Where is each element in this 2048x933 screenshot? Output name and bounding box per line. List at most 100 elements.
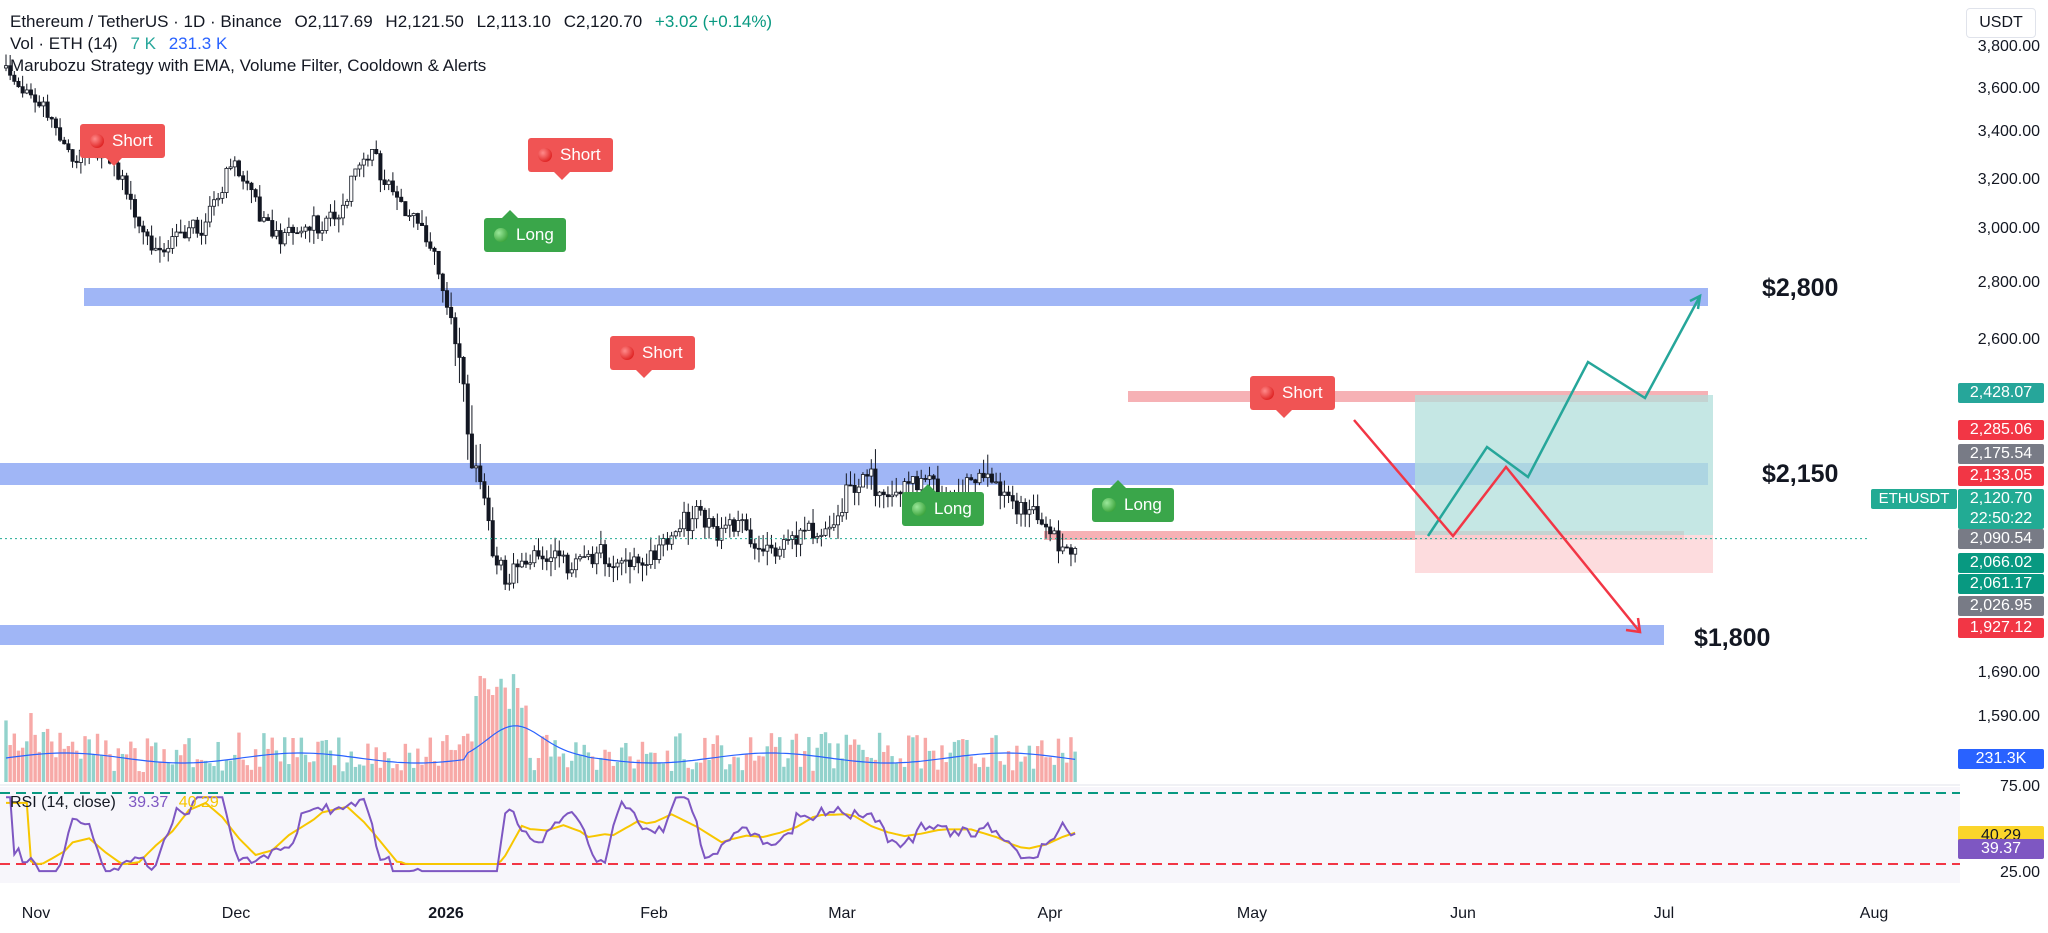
current-price-tag: 2,120.70 22:50:22 [1958,489,2044,529]
candle-body [794,535,799,545]
volume-bar [1060,752,1065,782]
time-axis-label: Feb [640,905,668,922]
volume-bar [919,768,923,782]
volume-bar [977,767,982,782]
candle-body [590,553,595,565]
candle-body [465,383,470,435]
candle-body [910,476,915,484]
volume-bar [428,737,433,782]
candle-body [673,531,678,537]
volume-bar [653,752,657,782]
volume-bar [719,745,724,782]
volume-bar [969,756,973,782]
candle-body [840,512,845,517]
volume-bar [511,674,516,782]
candle-body [166,247,171,253]
candle-body [998,481,1003,496]
candle-body [603,544,608,565]
candle-body [969,477,974,481]
candle-body [403,201,408,217]
candle-body [274,230,279,237]
price-axis-label: 3,000.00 [1977,220,2040,237]
candle-body [873,468,878,497]
rsi-value: 39.37 [128,794,169,811]
volume-bar [262,733,266,782]
volume-bar [482,678,487,782]
volume-bar [990,737,994,782]
price-axis-label: 3,800.00 [1977,38,2040,55]
candle-body [1052,530,1057,535]
candle-body [324,217,329,231]
candle-body [578,556,583,560]
close-value: C2,120.70 [563,12,643,31]
volume-bar [994,735,998,782]
candle-body [927,475,932,480]
level-label-bottom: $1,800 [1694,624,1771,652]
volume-bar [158,761,162,782]
volume-bar [20,747,25,782]
volume-bar [503,687,507,782]
volume-bar [1011,770,1015,782]
volume-bar [848,744,853,782]
volume-bar [307,762,312,782]
candle-body [153,247,158,251]
volume-bar [349,751,353,782]
volume-bar [387,758,391,782]
candle-body [299,230,304,234]
current-price-value: 2,120.70 [1969,490,2033,507]
candle-body [723,524,728,529]
candle-body [270,220,275,237]
time-axis-label: Dec [221,905,251,922]
candle-body [41,101,46,107]
price-tag: 2,026.95 [1958,596,2044,616]
volume-bar [54,757,58,782]
candle-body [278,230,283,245]
candle-body [37,101,42,107]
volume-bar [382,752,387,782]
volume-bar [29,713,33,782]
volume-bar [686,767,690,782]
candle-body [1023,502,1028,515]
volume-bar [133,748,137,782]
volume-bar [586,752,591,782]
volume-bar [283,737,287,782]
volume-bar [911,737,915,782]
volume-bar [507,708,512,782]
volume-bar [399,770,403,782]
volume-bar [744,753,749,782]
symbol-header: Ethereum / TetherUS · 1D · Binance O2,11… [10,12,780,32]
volume-bar [208,763,212,782]
candle-body [187,227,192,239]
candle-body [540,555,545,560]
candle-body [120,175,125,180]
candle-body [644,564,649,567]
volume-bar [1015,745,1019,782]
volume-bar [632,768,636,782]
volume-bar [341,771,345,782]
candle-body [228,166,233,169]
volume-bar [798,766,803,782]
volume-bar [778,737,782,782]
high-value: H2,121.50 [385,12,464,31]
volume-bar [927,750,932,782]
candle-body [756,547,761,550]
price-axis-label: 3,200.00 [1977,171,2040,188]
green-dot-icon [1102,498,1116,512]
time-axis-label: May [1236,905,1268,922]
volume-bar [116,748,121,782]
volume-bar [486,689,491,782]
candle-body [611,566,616,569]
volume-bar [765,746,769,782]
price-axis-label: 2,600.00 [1977,331,2040,348]
volume-bar [944,762,948,782]
volume-bar [241,759,245,782]
rsi-label: RSI (14, close) [10,794,116,811]
currency-button[interactable]: USDT [1966,8,2036,38]
volume-bar [636,759,641,782]
candle-body [769,544,774,549]
candle-body [178,231,183,234]
red-dot-icon [1260,386,1274,400]
volume-bar [312,761,316,782]
